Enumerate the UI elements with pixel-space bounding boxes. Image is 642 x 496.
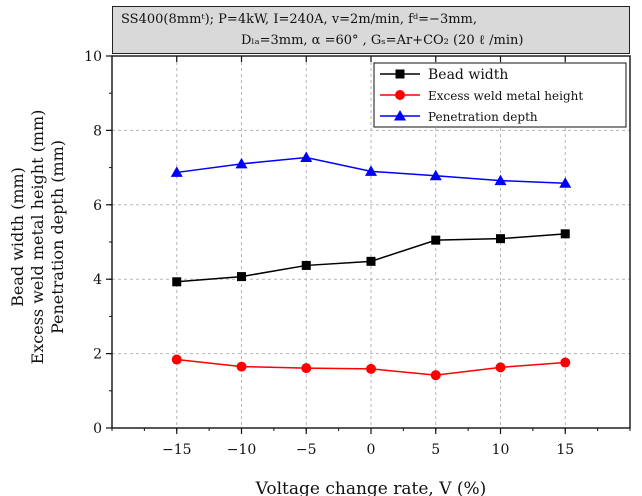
x-tick-label: 5 bbox=[431, 442, 440, 458]
series-3-point bbox=[559, 177, 572, 188]
chart-condition-box: SS400(8mmᵗ); P=4kW, I=240A, v=2m/min, fᵈ… bbox=[112, 6, 630, 54]
legend-label: Excess weld metal height bbox=[428, 89, 583, 103]
series-2-point bbox=[560, 357, 571, 368]
x-tick-label: 0 bbox=[367, 442, 376, 458]
y-tick-label: 10 bbox=[84, 49, 102, 65]
x-tick-label: 10 bbox=[492, 442, 510, 458]
legend-marker bbox=[395, 90, 405, 100]
y-tick-label: 4 bbox=[93, 272, 102, 288]
series-3-point bbox=[300, 151, 313, 163]
series-3-point bbox=[365, 165, 377, 176]
legend-marker bbox=[394, 110, 406, 121]
series-2-point bbox=[236, 361, 247, 372]
series-2-point bbox=[495, 362, 506, 373]
legend-marker bbox=[395, 69, 405, 79]
series-3-point bbox=[429, 169, 442, 181]
series-3-point bbox=[235, 157, 248, 169]
legend-label: Bead width bbox=[428, 67, 508, 83]
legend-label: Penetration depth bbox=[428, 110, 538, 124]
y-tick-label: 2 bbox=[93, 347, 102, 363]
condition-line-1: SS400(8mmᵗ); P=4kW, I=240A, v=2m/min, fᵈ… bbox=[121, 12, 478, 27]
series-1-point bbox=[366, 256, 376, 266]
y-axis-label-line: Excess weld metal height (mm) bbox=[28, 110, 47, 365]
y-tick-label: 6 bbox=[93, 198, 102, 214]
x-tick-label: −5 bbox=[296, 442, 317, 458]
series-1-point bbox=[237, 272, 246, 282]
series-3-point bbox=[494, 174, 507, 186]
x-tick-label: −15 bbox=[162, 442, 192, 458]
y-axis-label-line: Bead width (mm) bbox=[8, 167, 27, 307]
condition-line-2: Dₗₐ=3mm, α =60° , Gₛ=Ar+CO₂ (20 ℓ /min) bbox=[241, 33, 524, 48]
series-1-point bbox=[496, 234, 505, 244]
x-axis-label: Voltage change rate, V (%) bbox=[255, 479, 487, 496]
y-tick-label: 0 bbox=[93, 421, 102, 437]
series-3-point bbox=[170, 166, 183, 177]
x-tick-label: −10 bbox=[227, 442, 257, 458]
series-2-point bbox=[171, 354, 182, 365]
x-tick-label: 15 bbox=[556, 442, 574, 458]
series-1-point bbox=[301, 260, 311, 270]
series-2-point bbox=[430, 370, 441, 381]
series-1-point bbox=[560, 229, 570, 239]
series-2-point bbox=[301, 363, 312, 374]
series-2-point bbox=[366, 363, 376, 374]
series-1-point bbox=[431, 235, 441, 245]
y-axis-label-line: Penetration depth (mm) bbox=[48, 140, 67, 334]
y-tick-label: 8 bbox=[93, 123, 102, 139]
series-1-point bbox=[172, 277, 182, 287]
